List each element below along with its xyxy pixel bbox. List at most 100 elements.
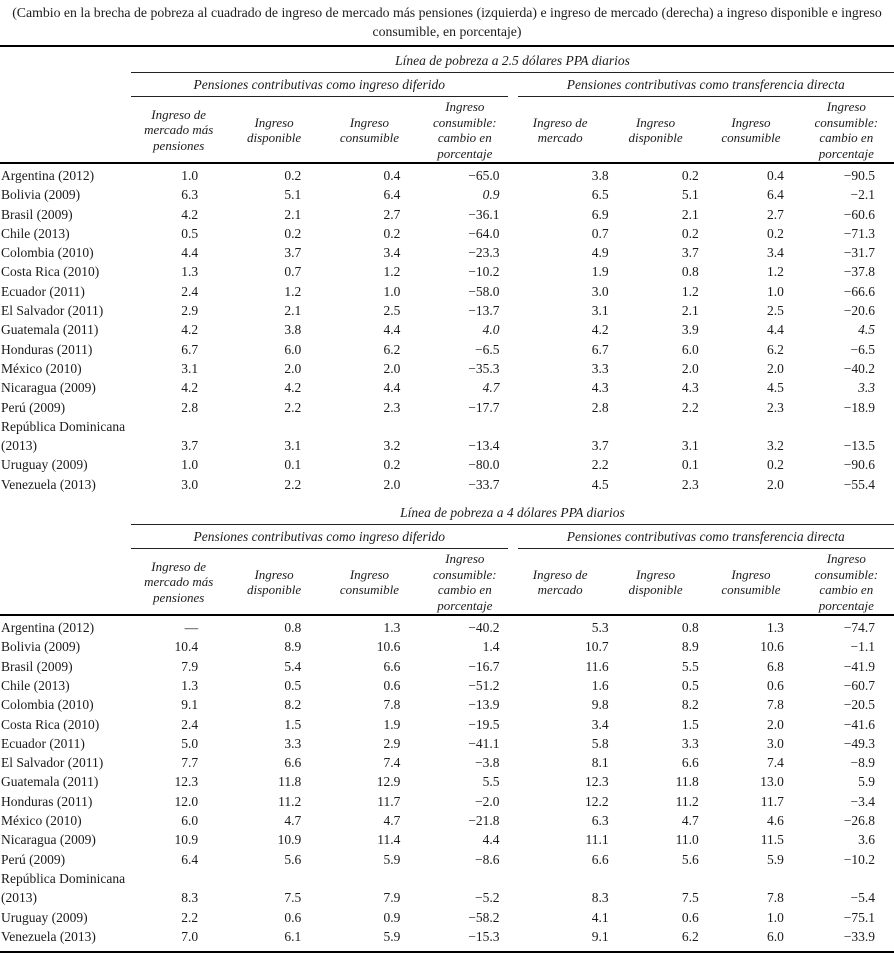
value-cell: 0.1: [234, 455, 333, 474]
group-header-ingreso-diferido: Pensiones contributivas como ingreso dif…: [131, 73, 508, 97]
value-cell: 3.3: [542, 359, 632, 378]
row-label: Guatemala (2011): [0, 320, 131, 339]
value-cell: −31.7: [808, 243, 894, 262]
value-cell: 12.9: [333, 772, 432, 791]
value-cell: 11.4: [333, 830, 432, 849]
value-cell: 0.2: [717, 224, 808, 243]
value-cell: 1.0: [131, 455, 234, 474]
column-header: Ingreso de mercado: [513, 115, 608, 146]
value-cell: 0.2: [632, 224, 717, 243]
value-cell: 1.3: [717, 618, 808, 637]
value-cell: 0.2: [333, 224, 432, 243]
value-cell: 0.2: [333, 455, 432, 474]
value-cell: 2.0: [717, 475, 808, 494]
row-label: Colombia (2010): [0, 695, 131, 714]
row-label: Guatemala (2011): [0, 772, 131, 791]
value-cell: 2.2: [234, 398, 333, 417]
row-label: México (2010): [0, 359, 131, 378]
value-cell: 0.1: [632, 455, 717, 474]
value-cell: 0.2: [234, 166, 333, 185]
row-label: Bolivia (2009): [0, 185, 131, 204]
value-cell: 10.7: [542, 637, 632, 656]
value-cell: 3.2: [717, 436, 808, 455]
row-label: Honduras (2011): [0, 792, 131, 811]
value-cell: 8.2: [234, 695, 333, 714]
value-cell: 4.6: [717, 811, 808, 830]
value-cell: −58.0: [432, 282, 541, 301]
value-cell: 4.7: [234, 811, 333, 830]
value-cell: −18.9: [808, 398, 894, 417]
value-cell: 4.4: [333, 378, 432, 397]
value-cell: 0.4: [717, 166, 808, 185]
value-cell: −41.9: [808, 657, 894, 676]
value-cell: 2.3: [632, 475, 717, 494]
value-cell: 8.1: [542, 753, 632, 772]
value-cell: 5.9: [808, 772, 894, 791]
value-cell: 3.1: [542, 301, 632, 320]
value-cell: −3.4: [808, 792, 894, 811]
value-cell: 6.6: [234, 753, 333, 772]
column-header: Ingreso consumible: cambio en porcentaje: [417, 99, 512, 161]
value-cell: −20.6: [808, 301, 894, 320]
value-cell: 8.9: [234, 637, 333, 656]
value-cell: 5.9: [333, 927, 432, 946]
value-cell: 7.8: [717, 695, 808, 714]
value-cell: 2.9: [131, 301, 234, 320]
value-cell: 4.1: [542, 908, 632, 927]
value-cell: 11.5: [717, 830, 808, 849]
column-header: Ingreso consumible: cambio en porcentaje: [799, 551, 894, 613]
value-cell: 3.1: [632, 436, 717, 455]
value-cell: 4.7: [632, 811, 717, 830]
value-cell: 2.1: [234, 301, 333, 320]
value-cell: −55.4: [808, 475, 894, 494]
column-header: Ingreso de mercado: [513, 567, 608, 598]
value-cell: 0.9: [333, 908, 432, 927]
value-cell: 3.7: [542, 436, 632, 455]
value-cell: 2.3: [333, 398, 432, 417]
column-header: Ingreso de mercado más pensiones: [131, 559, 226, 606]
value-cell: 4.9: [542, 243, 632, 262]
value-cell: −74.7: [808, 618, 894, 637]
value-cell: 0.6: [333, 676, 432, 695]
value-cell: 7.4: [717, 753, 808, 772]
value-cell: −21.8: [432, 811, 541, 830]
value-cell: 4.4: [432, 830, 541, 849]
value-cell: 0.8: [234, 618, 333, 637]
group-header-row: Pensiones contributivas como ingreso dif…: [131, 73, 894, 97]
value-cell: 3.7: [131, 436, 234, 455]
value-cell: 1.4: [432, 637, 541, 656]
row-label: Colombia (2010): [0, 243, 131, 262]
value-cell: 0.8: [632, 262, 717, 281]
group-header-ingreso-diferido: Pensiones contributivas como ingreso dif…: [131, 525, 508, 549]
value-cell: −49.3: [808, 734, 894, 753]
value-cell: −10.2: [432, 262, 541, 281]
value-cell: —: [131, 618, 234, 637]
value-cell: 4.7: [333, 811, 432, 830]
value-cell: 0.7: [542, 224, 632, 243]
value-cell: −20.5: [808, 695, 894, 714]
row-label: Ecuador (2011): [0, 734, 131, 753]
value-cell: −1.1: [808, 637, 894, 656]
value-cell: 1.0: [717, 282, 808, 301]
value-cell: −5.4: [808, 888, 894, 907]
value-cell: 3.9: [632, 320, 717, 339]
value-cell: −75.1: [808, 908, 894, 927]
value-cell: −8.9: [808, 753, 894, 772]
value-cell: 11.1: [542, 830, 632, 849]
value-cell: 3.8: [542, 166, 632, 185]
value-cell: 6.0: [131, 811, 234, 830]
row-label: Brasil (2009): [0, 205, 131, 224]
value-cell: −5.2: [432, 888, 541, 907]
value-cell: 5.1: [234, 185, 333, 204]
